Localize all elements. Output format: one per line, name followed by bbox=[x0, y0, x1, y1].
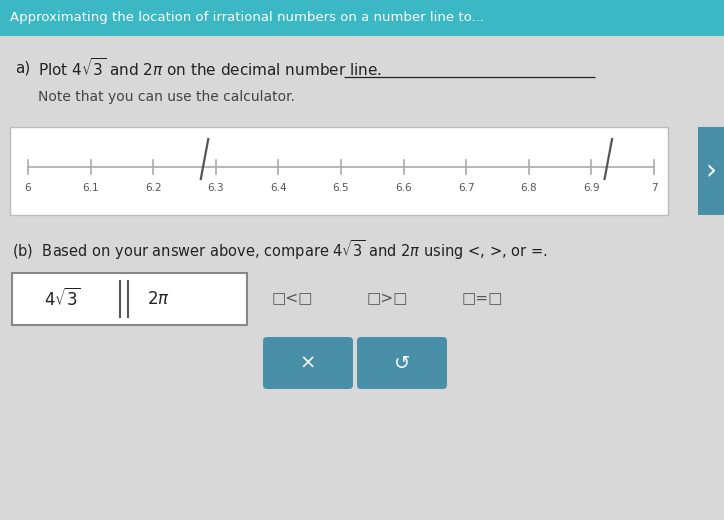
Text: Note that you can use the calculator.: Note that you can use the calculator. bbox=[38, 90, 295, 104]
Text: ↺: ↺ bbox=[394, 354, 411, 372]
Text: ›: › bbox=[705, 157, 717, 185]
Text: 6.5: 6.5 bbox=[333, 183, 349, 193]
Text: ×: × bbox=[300, 354, 316, 372]
FancyBboxPatch shape bbox=[10, 127, 668, 215]
Text: $2\pi$: $2\pi$ bbox=[147, 290, 170, 308]
Text: 6.8: 6.8 bbox=[521, 183, 537, 193]
Text: □=□: □=□ bbox=[462, 292, 503, 306]
FancyBboxPatch shape bbox=[263, 337, 353, 389]
Text: 7: 7 bbox=[651, 183, 657, 193]
Text: 6.6: 6.6 bbox=[395, 183, 412, 193]
Text: a): a) bbox=[15, 60, 30, 75]
Text: □<□: □<□ bbox=[272, 292, 313, 306]
Text: $4\sqrt{3}$: $4\sqrt{3}$ bbox=[44, 288, 81, 310]
Text: 6.3: 6.3 bbox=[208, 183, 224, 193]
Text: 6: 6 bbox=[25, 183, 31, 193]
Text: 6.4: 6.4 bbox=[270, 183, 287, 193]
FancyBboxPatch shape bbox=[357, 337, 447, 389]
Text: Plot $4\sqrt{3}$ and $2\pi$ on the decimal number line.: Plot $4\sqrt{3}$ and $2\pi$ on the decim… bbox=[38, 57, 382, 79]
Text: 6.1: 6.1 bbox=[83, 183, 99, 193]
Text: 6.9: 6.9 bbox=[583, 183, 599, 193]
Text: Approximating the location of irrational numbers on a number line to...: Approximating the location of irrational… bbox=[10, 11, 484, 24]
FancyBboxPatch shape bbox=[698, 127, 724, 215]
FancyBboxPatch shape bbox=[0, 0, 724, 36]
Text: □>□: □>□ bbox=[367, 292, 408, 306]
Text: 6.7: 6.7 bbox=[458, 183, 474, 193]
Text: (b)  Based on your answer above, compare $4\sqrt{3}$ and $2\pi$ using <, >, or =: (b) Based on your answer above, compare … bbox=[12, 238, 547, 262]
Text: 6.2: 6.2 bbox=[145, 183, 161, 193]
FancyBboxPatch shape bbox=[12, 273, 247, 325]
